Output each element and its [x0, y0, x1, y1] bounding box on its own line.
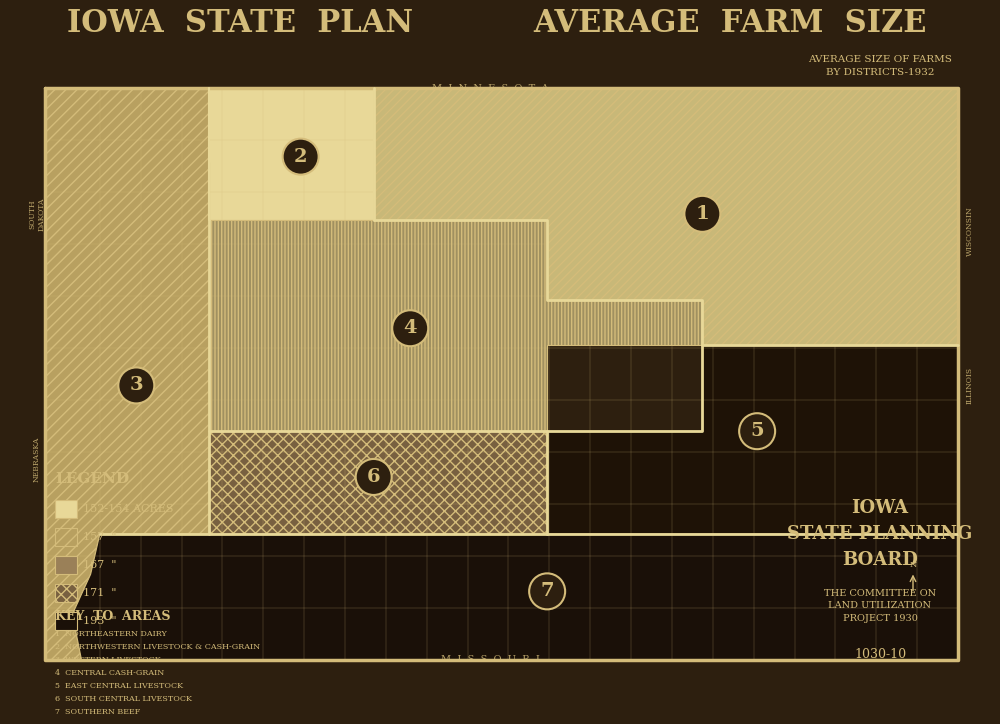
Text: 2: 2: [294, 148, 307, 166]
Bar: [55, 528, 77, 546]
Text: N: N: [909, 560, 917, 568]
Text: ILLINOIS: ILLINOIS: [966, 367, 974, 404]
Polygon shape: [45, 88, 209, 660]
Text: THE COMMITTEE ON
LAND UTILIZATION
PROJECT 1930: THE COMMITTEE ON LAND UTILIZATION PROJEC…: [824, 589, 936, 623]
Text: 1: 1: [695, 205, 709, 223]
Text: IOWA  STATE  PLAN: IOWA STATE PLAN: [67, 9, 413, 40]
Circle shape: [392, 311, 428, 346]
Polygon shape: [209, 432, 547, 534]
Text: 5: 5: [750, 422, 764, 440]
Bar: [55, 556, 77, 574]
Bar: [55, 500, 77, 518]
Text: 152-154 ACRES: 152-154 ACRES: [83, 504, 174, 514]
Text: KEY  TO  AREAS: KEY TO AREAS: [55, 610, 170, 623]
Circle shape: [283, 138, 319, 174]
Text: WISCONSIN: WISCONSIN: [966, 206, 974, 256]
Text: 3: 3: [129, 376, 143, 395]
Text: 3  WESTERN LIVESTOCK: 3 WESTERN LIVESTOCK: [55, 656, 161, 664]
Circle shape: [529, 573, 565, 610]
Text: 1  NORTHEASTERN DAIRY: 1 NORTHEASTERN DAIRY: [55, 630, 167, 638]
Text: AVERAGE  FARM  SIZE: AVERAGE FARM SIZE: [533, 9, 927, 40]
Text: 4: 4: [403, 319, 417, 337]
Text: NEBRASKA: NEBRASKA: [33, 437, 41, 482]
Text: 6: 6: [367, 468, 380, 486]
Polygon shape: [209, 219, 702, 432]
Circle shape: [356, 459, 392, 495]
Polygon shape: [72, 534, 958, 660]
Polygon shape: [374, 88, 958, 420]
Text: IOWA
STATE PLANNING
BOARD: IOWA STATE PLANNING BOARD: [787, 499, 973, 569]
Text: 7  SOUTHERN BEEF: 7 SOUTHERN BEEF: [55, 708, 140, 716]
Text: SOUTH
DAKOTA: SOUTH DAKOTA: [28, 197, 46, 230]
Text: 7: 7: [540, 582, 554, 600]
Polygon shape: [547, 345, 958, 534]
Text: 4  CENTRAL CASH-GRAIN: 4 CENTRAL CASH-GRAIN: [55, 669, 164, 677]
Polygon shape: [100, 88, 374, 219]
Text: 1030-10: 1030-10: [854, 647, 906, 660]
Text: AVERAGE SIZE OF FARMS
BY DISTRICTS-1932: AVERAGE SIZE OF FARMS BY DISTRICTS-1932: [808, 55, 952, 77]
Text: 6  SOUTH CENTRAL LIVESTOCK: 6 SOUTH CENTRAL LIVESTOCK: [55, 695, 192, 703]
Text: LEGEND: LEGEND: [55, 472, 129, 486]
Text: M  I  N  N  E  S  O  T  A: M I N N E S O T A: [432, 84, 548, 93]
Bar: [55, 584, 77, 602]
Text: 157  ": 157 ": [83, 532, 116, 542]
Text: 2  NORTHWESTERN LIVESTOCK & CASH-GRAIN: 2 NORTHWESTERN LIVESTOCK & CASH-GRAIN: [55, 643, 260, 651]
Text: 167  ": 167 ": [83, 560, 116, 570]
Text: 5  EAST CENTRAL LIVESTOCK: 5 EAST CENTRAL LIVESTOCK: [55, 682, 183, 690]
Circle shape: [739, 413, 775, 449]
Circle shape: [684, 195, 720, 232]
Text: 193  ": 193 ": [83, 616, 117, 626]
Text: M  I  S  S  O  U  R  I: M I S S O U R I: [441, 655, 539, 664]
Circle shape: [118, 368, 154, 403]
Text: 171  ": 171 ": [83, 588, 116, 598]
Bar: [55, 612, 77, 630]
